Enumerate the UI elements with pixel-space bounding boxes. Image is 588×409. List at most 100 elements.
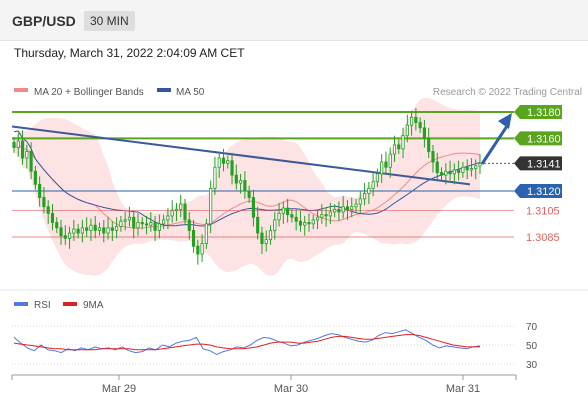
candle-body <box>12 141 16 148</box>
candle-body <box>337 208 341 213</box>
candle-body <box>427 137 431 152</box>
candle-body <box>435 161 439 173</box>
candle-body <box>217 157 221 168</box>
rsi-legend-label: RSI <box>34 300 51 311</box>
current-price-box <box>514 156 562 171</box>
ma20-legend-swatch <box>14 88 28 92</box>
resistance-label-1: 1.3160 <box>527 133 561 145</box>
candle-body <box>448 170 452 175</box>
candle-body <box>315 216 320 221</box>
candle-body <box>29 151 33 172</box>
projection-arrow-shaft <box>480 122 511 165</box>
chart-datetime: Thursday, March 31, 2022 2:04:09 AM CET <box>14 46 245 60</box>
instrument-title: GBP/USD <box>12 13 76 29</box>
candle-body <box>444 170 448 176</box>
candle-body <box>187 219 191 231</box>
rsi-ma-legend-label: 9MA <box>83 300 104 311</box>
candle-body <box>213 166 217 189</box>
candle-body <box>388 153 392 168</box>
candle-body <box>264 239 268 244</box>
candle-body <box>452 169 456 175</box>
candle-body <box>132 216 136 229</box>
candle-body <box>333 208 337 213</box>
sub-support-label-0: 1.3105 <box>526 206 560 218</box>
rsi-tick-70: 70 <box>526 322 538 333</box>
candle-body <box>410 116 414 126</box>
candle-body <box>384 161 388 168</box>
candle-body <box>106 227 110 234</box>
candle-body <box>247 190 251 198</box>
candle-body <box>170 210 174 217</box>
candle-body <box>179 203 183 210</box>
candle-body <box>59 227 63 237</box>
timeframe-badge[interactable]: 30 MIN <box>84 11 135 31</box>
candle-body <box>324 214 328 217</box>
candle-body <box>303 222 307 226</box>
support-label: 1.3120 <box>527 186 561 198</box>
candle-body <box>42 197 46 208</box>
candle-body <box>85 227 89 231</box>
sub-support-label-1: 1.3085 <box>526 232 560 244</box>
current-price-label: 1.3141 <box>527 158 561 170</box>
candle-body <box>46 206 50 214</box>
candle-body <box>38 183 42 198</box>
candle-body <box>290 214 294 218</box>
candle-body <box>221 157 226 164</box>
candle-body <box>469 168 474 171</box>
candle-body <box>234 174 238 184</box>
candle-body <box>127 216 132 221</box>
support-label-box <box>514 183 562 198</box>
candle-body <box>457 169 461 173</box>
candle-body <box>418 122 422 129</box>
candle-body <box>362 193 367 200</box>
candle-body <box>328 211 332 217</box>
candle-body <box>93 224 97 231</box>
candle-body <box>209 187 213 225</box>
candle-body <box>226 160 230 164</box>
candle-body <box>260 232 264 244</box>
candle-body <box>307 222 311 225</box>
candle-body <box>166 215 170 221</box>
resistance-label-box-1 <box>514 131 562 146</box>
candle-body <box>298 220 303 226</box>
candle-body <box>20 140 25 159</box>
candle-body <box>251 197 255 218</box>
candle-body <box>439 172 444 176</box>
candle-body <box>162 219 166 225</box>
candle-body <box>230 160 234 176</box>
x-tick-label: Mar 29 <box>102 383 136 395</box>
rsi-line <box>13 329 481 356</box>
candle-body <box>286 207 290 216</box>
candle-body <box>110 227 114 231</box>
header-bar: GBP/USD 30 MIN <box>0 0 588 41</box>
candle-body <box>350 206 354 210</box>
candle-body <box>474 165 478 169</box>
x-tick-label: Mar 31 <box>446 383 480 395</box>
candle-body <box>200 243 204 255</box>
candle-body <box>371 181 375 189</box>
candle-body <box>478 162 482 167</box>
candle-body <box>16 140 20 148</box>
x-tick-label: Mar 30 <box>274 383 308 395</box>
ma50-line <box>13 130 481 227</box>
candle-body <box>80 227 84 234</box>
candle-body <box>431 151 435 163</box>
candle-body <box>76 228 80 234</box>
ma50-legend-swatch <box>157 88 171 92</box>
candle-body <box>268 230 273 241</box>
price-chart[interactable]: MA 20 + Bollinger Bands MA 50 Research ©… <box>0 75 588 409</box>
candle-body <box>277 212 281 221</box>
candle-body <box>380 161 384 175</box>
candle-body <box>422 127 426 139</box>
bollinger-band <box>14 98 480 276</box>
candle-body <box>196 245 200 255</box>
candle-body <box>68 232 72 239</box>
candle-body <box>72 228 76 234</box>
candle-body <box>204 223 208 244</box>
candle-body <box>401 135 405 150</box>
candle-body <box>89 224 93 231</box>
ma50-legend-label: MA 50 <box>176 87 205 98</box>
candle-body <box>243 180 247 192</box>
descending-trendline <box>11 125 471 186</box>
rsi-ma-legend-swatch <box>63 302 77 306</box>
